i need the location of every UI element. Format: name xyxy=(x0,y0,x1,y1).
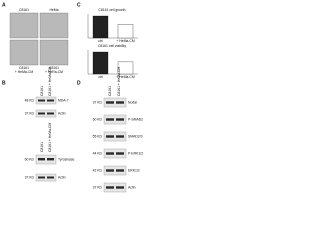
band xyxy=(38,99,45,102)
size-label: 37 KD xyxy=(93,185,103,189)
chart-title: C8161 cell growth xyxy=(98,8,125,12)
chart-title: C8161 cell viability xyxy=(98,44,126,48)
band xyxy=(47,176,54,179)
protein-label: ERK1/2 xyxy=(128,168,140,172)
bar xyxy=(92,51,109,75)
lane-label: C8161 xyxy=(108,86,112,96)
band xyxy=(38,176,45,179)
lane-label: C8161 + HeMa-CM xyxy=(48,67,52,96)
micrograph xyxy=(39,39,69,66)
x-tick-label: + HeMa-CM xyxy=(116,75,135,79)
lane-label: C8161 xyxy=(40,86,44,96)
band xyxy=(47,158,54,161)
protein-label: P-SMAD2 xyxy=(128,117,143,121)
image-label: + HeMa-CM xyxy=(15,70,34,74)
protein-label: Actin xyxy=(58,175,66,179)
blot xyxy=(35,109,57,118)
band xyxy=(116,118,124,121)
protein-label: Actin xyxy=(128,185,136,189)
protein-label: Tyrosinase xyxy=(58,157,75,161)
image-label: C8161 xyxy=(19,66,29,70)
blot-panel: C8161 C8161 + HeMa-CM 37 KD Nodal 60 KD P-SMA… xyxy=(93,67,143,193)
panel-label: C xyxy=(77,2,81,8)
band xyxy=(38,112,45,115)
band xyxy=(47,112,54,115)
bar xyxy=(117,61,134,75)
image-label: C8161 xyxy=(19,8,29,12)
size-label: 37 KD xyxy=(25,175,35,179)
bar xyxy=(117,24,134,39)
blot xyxy=(35,173,57,182)
figure: A C8161 HeMa C8161 + HeMa-CM C8161 + HeR… xyxy=(2,2,143,193)
size-label: 42 KD xyxy=(93,168,103,172)
band xyxy=(116,135,124,138)
size-label: 60 KD xyxy=(25,157,35,161)
band xyxy=(47,99,54,102)
blot xyxy=(103,131,127,142)
band xyxy=(116,169,124,172)
x-tick-label: + HeMa-CM xyxy=(116,39,135,43)
x-tick-label: ctrl xyxy=(98,39,103,43)
lane-label: C8161 + HeMa-CM xyxy=(117,67,121,96)
band xyxy=(106,186,114,189)
bar xyxy=(92,15,109,39)
blot xyxy=(103,114,127,125)
micrograph xyxy=(9,12,39,39)
blot xyxy=(103,182,127,193)
band xyxy=(116,186,124,189)
band xyxy=(116,101,124,104)
band xyxy=(116,152,124,155)
image-label: + HeRa-CM xyxy=(45,70,63,74)
micrograph xyxy=(39,12,69,39)
panel-label: D xyxy=(77,80,81,86)
image-label: C8161 xyxy=(49,66,59,70)
panel-label: A xyxy=(2,2,6,8)
image-label: HeMa xyxy=(49,8,58,12)
band xyxy=(106,118,114,121)
blot xyxy=(103,165,127,176)
x-tick-label: ctrl xyxy=(98,75,103,79)
micrograph xyxy=(9,39,39,66)
protein-label: SMAD2/3 xyxy=(128,134,143,138)
blot xyxy=(103,148,127,159)
band xyxy=(38,158,45,161)
band xyxy=(106,101,114,104)
band xyxy=(106,169,114,172)
size-label: 37 KD xyxy=(93,100,103,104)
blot xyxy=(35,154,57,165)
panel-label: B xyxy=(2,80,6,86)
size-label: 55 KD xyxy=(93,134,103,138)
lane-label: C8161 + HeMa-CM xyxy=(48,123,52,152)
lane-label: C8161 xyxy=(40,142,44,152)
protein-label: P-ERK1/2 xyxy=(128,151,143,155)
band xyxy=(106,152,114,155)
protein-label: Actin xyxy=(58,111,66,115)
size-label: 48 KD xyxy=(25,98,35,102)
protein-label: Nodal xyxy=(128,100,137,104)
size-label: 37 KD xyxy=(25,111,35,115)
blot xyxy=(35,96,57,105)
protein-label: MDA-7 xyxy=(58,98,69,102)
size-label: 60 KD xyxy=(93,117,103,121)
band xyxy=(106,135,114,138)
size-label: 44 KD xyxy=(93,151,103,155)
blot xyxy=(103,97,127,108)
